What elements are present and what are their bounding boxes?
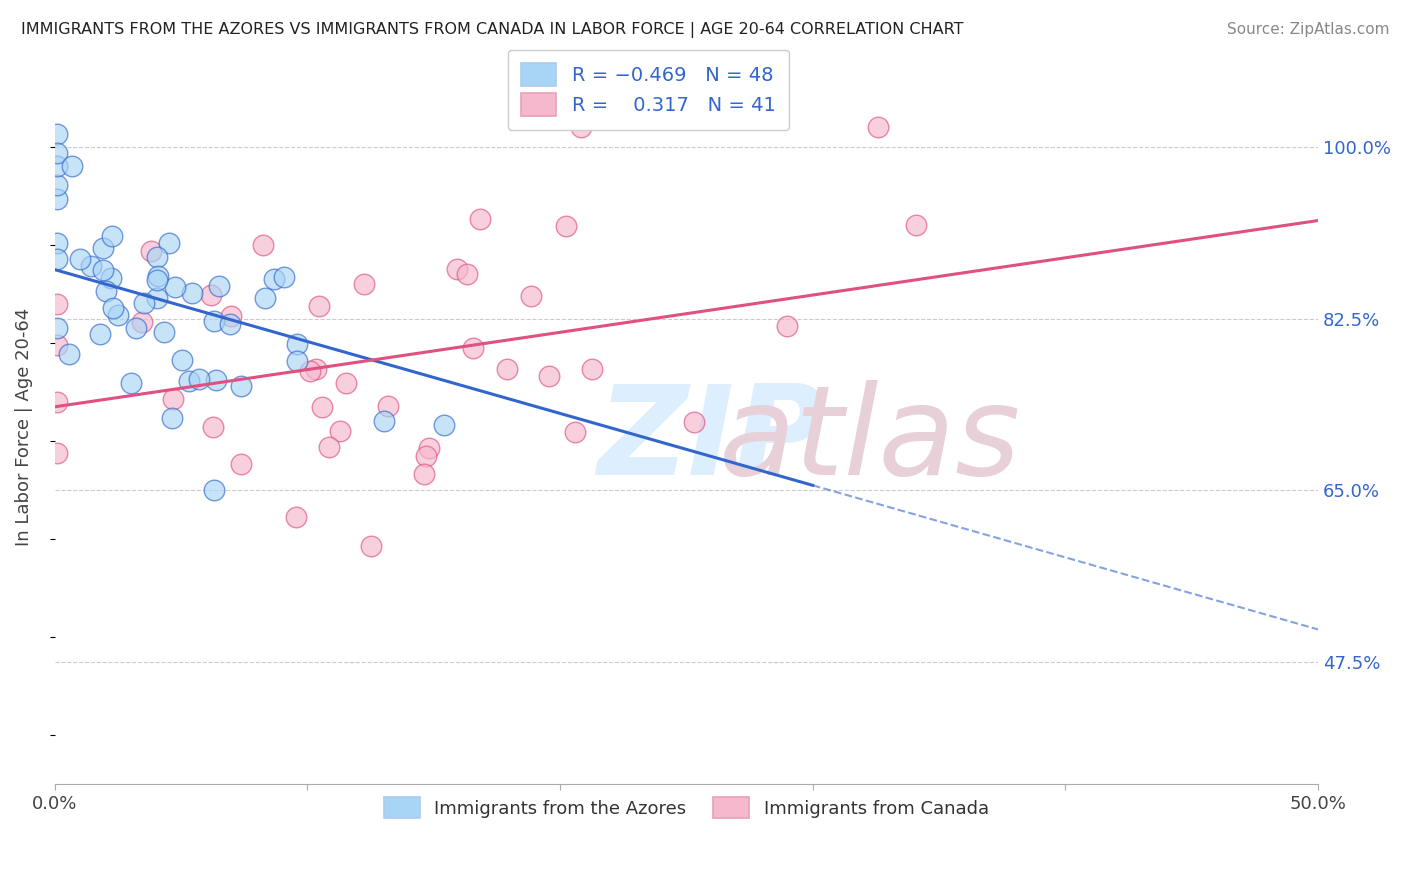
Point [219, 310, 242, 324]
Point [285, 509, 308, 524]
Point [304, 362, 326, 376]
Point [299, 364, 322, 378]
Point [165, 279, 187, 293]
Point [160, 410, 183, 425]
Point [273, 270, 295, 285]
Point [229, 379, 252, 393]
Point [157, 235, 180, 250]
Point [46, 395, 69, 409]
Point [145, 291, 167, 305]
Point [101, 229, 124, 244]
Text: Source: ZipAtlas.com: Source: ZipAtlas.com [1226, 22, 1389, 37]
Point [58, 347, 80, 361]
Text: ZIP: ZIP [598, 380, 825, 501]
Point [537, 368, 560, 383]
Point [46, 338, 69, 352]
Point [100, 271, 122, 285]
Point [308, 299, 330, 313]
Text: IMMIGRANTS FROM THE AZORES VS IMMIGRANTS FROM CANADA IN LABOR FORCE | AGE 20-64 : IMMIGRANTS FROM THE AZORES VS IMMIGRANTS… [21, 22, 963, 38]
Point [46, 446, 69, 460]
Point [46, 159, 69, 173]
Point [69, 252, 91, 266]
Point [218, 317, 240, 331]
Point [146, 273, 169, 287]
Point [456, 267, 478, 281]
Point [205, 373, 228, 387]
Point [415, 449, 437, 463]
Point [252, 237, 274, 252]
Point [461, 342, 484, 356]
Point [564, 425, 586, 439]
Point [201, 420, 224, 434]
Point [162, 392, 184, 406]
Point [263, 271, 285, 285]
Point [180, 286, 202, 301]
Point [776, 318, 799, 333]
Point [555, 219, 578, 234]
Point [153, 325, 176, 339]
Point [446, 261, 468, 276]
Text: atlas: atlas [718, 380, 1021, 501]
Point [520, 289, 543, 303]
Point [62, 159, 84, 173]
Point [318, 440, 340, 454]
Point [187, 372, 209, 386]
Point [569, 120, 592, 135]
Point [208, 279, 231, 293]
Y-axis label: In Labor Force | Age 20-64: In Labor Force | Age 20-64 [15, 308, 32, 546]
Point [373, 413, 395, 427]
Point [335, 376, 357, 391]
Point [46, 235, 69, 250]
Point [311, 400, 333, 414]
Point [46, 252, 69, 266]
Point [177, 374, 200, 388]
Point [202, 314, 225, 328]
Point [46, 127, 69, 141]
Point [377, 399, 399, 413]
Point [120, 376, 142, 390]
Point [433, 418, 456, 433]
Point [46, 178, 69, 193]
Point [131, 315, 153, 329]
Point [285, 336, 308, 351]
Point [496, 362, 519, 376]
Point [46, 192, 69, 206]
Point [329, 424, 352, 438]
Point [360, 539, 382, 553]
Point [229, 457, 252, 471]
Point [89, 326, 111, 341]
Point [94, 284, 117, 298]
Point [46, 146, 69, 161]
Point [91, 242, 114, 256]
Point [125, 320, 148, 334]
Point [145, 250, 167, 264]
Point [866, 120, 889, 135]
Point [107, 309, 129, 323]
Point [132, 295, 155, 310]
Point [202, 483, 225, 498]
Point [80, 259, 103, 273]
Point [468, 212, 491, 227]
Point [904, 218, 927, 232]
Point [683, 416, 706, 430]
Legend: Immigrants from the Azores, Immigrants from Canada: Immigrants from the Azores, Immigrants f… [377, 790, 997, 825]
Point [200, 287, 222, 301]
Point [91, 263, 114, 277]
Point [170, 353, 193, 368]
Point [46, 321, 69, 335]
Point [581, 362, 603, 376]
Point [146, 268, 169, 283]
Point [353, 277, 375, 291]
Point [418, 442, 440, 456]
Point [413, 467, 436, 481]
Point [254, 291, 277, 305]
Point [285, 354, 308, 368]
Point [103, 301, 125, 315]
Point [141, 244, 163, 259]
Point [46, 296, 69, 310]
